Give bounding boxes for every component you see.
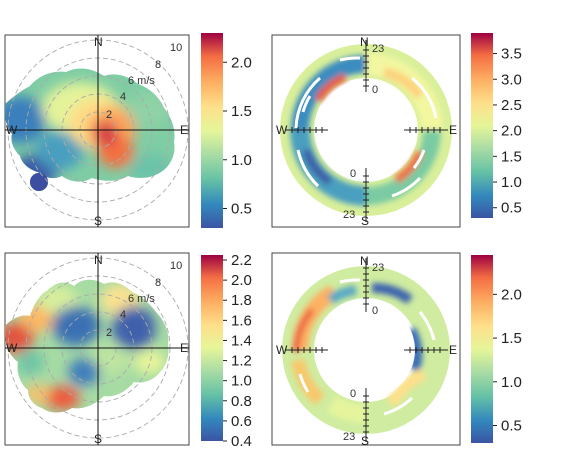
colorbar-tick-label: 1.5 (501, 148, 522, 165)
compass-north: N (94, 35, 103, 49)
hour-label: 23 (343, 209, 355, 221)
colorbar-tick-label: 0.8 (231, 393, 252, 410)
compass-east: E (449, 343, 457, 357)
annulus-gaps (294, 56, 438, 198)
polar-annulus-bottom-right: N E S W 23 0 0 23 (271, 252, 461, 448)
hour-label: 0 (372, 305, 378, 317)
colorbar-tick-label: 1.0 (501, 174, 522, 191)
colorbar-tick-label: 1.8 (231, 292, 252, 309)
hour-label: 0 (372, 84, 378, 96)
polar-annulus-top-right: N E S W 23 0 0 23 (271, 34, 461, 228)
blob-spot (30, 173, 48, 191)
colorbar-tick-label: 1.0 (501, 374, 522, 391)
hour-label: 0 (350, 168, 356, 180)
colorbar-tick-label: 1.2 (231, 353, 252, 370)
hour-label: 23 (372, 262, 384, 274)
colorbar-tick-label: 3.5 (501, 46, 522, 63)
compass-north: N (360, 254, 369, 268)
ring-label: 8 (155, 277, 161, 289)
compass-west: W (276, 123, 288, 137)
compass-north: N (94, 253, 103, 267)
compass-west: W (6, 123, 18, 137)
colorbar-gradient (201, 255, 223, 441)
hour-label: 23 (343, 431, 355, 443)
compass-south: S (361, 434, 369, 448)
ring-label: 6 m/s (128, 293, 155, 305)
colorbar-tick-label: 2.2 (231, 252, 252, 269)
colorbar-gradient (471, 33, 493, 218)
colorbar-2: 0.5 1.0 1.5 2.0 2.5 3.0 3.5 (471, 33, 522, 218)
annulus-gaps (298, 278, 436, 416)
compass-east: E (449, 123, 457, 137)
colorbar-tick-label: 1.5 (501, 330, 522, 347)
hour-label: 0 (350, 388, 356, 400)
colorbar-4: 0.5 1.0 1.5 2.0 (471, 255, 522, 443)
compass-east: E (180, 341, 188, 355)
ring-label: 2 (106, 109, 112, 121)
colorbar-tick-label: 2.5 (501, 97, 522, 114)
polar-plot-top-left: N E S W 2 4 6 m/s 8 10 (4, 34, 190, 228)
axis-ticks (285, 258, 448, 442)
colorbar-tick-label: 3.0 (501, 71, 522, 88)
colorbar-tick-label: 1.6 (231, 312, 252, 329)
ring-label: 8 (155, 59, 161, 71)
compass-south: S (94, 214, 102, 228)
ring-label: 2 (106, 327, 112, 339)
compass-south: S (361, 214, 369, 228)
compass-west: W (6, 341, 18, 355)
colorbar-tick-label: 0.6 (231, 413, 252, 430)
colorbar-tick-label: 0.5 (501, 418, 522, 435)
colorbar-tick-label: 0.4 (231, 433, 252, 450)
colorbar-tick-label: 2.0 (501, 123, 522, 140)
compass-north: N (360, 35, 369, 49)
colorbar-3: 0.4 0.6 0.8 1.0 1.2 1.4 1.6 1.8 2.0 2.2 (201, 252, 252, 450)
axis-ticks (285, 40, 448, 222)
colorbar-tick-label: 1.4 (231, 332, 252, 349)
ring-label: 4 (120, 91, 126, 103)
compass-east: E (180, 123, 188, 137)
colorbar-gradient (201, 33, 223, 228)
colorbar-tick-label: 2.0 (231, 272, 252, 289)
colorbar-tick-label: 2.0 (501, 286, 522, 303)
colorbar-tick-label: 1.0 (231, 373, 252, 390)
polar-plot-bottom-left: N E S W 2 4 6 m/s 8 10 (4, 252, 190, 446)
ring-label: 6 m/s (128, 75, 155, 87)
compass-south: S (94, 432, 102, 446)
hour-label: 23 (372, 43, 384, 55)
colorbars: 0.51.01.52.00.51.01.52.02.53.03.50.40.60… (201, 33, 522, 450)
compass-west: W (276, 343, 288, 357)
colorbar-1: 0.5 1.0 1.5 2.0 (201, 33, 252, 228)
colorbar-tick-label: 1.0 (231, 152, 252, 169)
colorbar-tick-label: 2.0 (231, 54, 252, 71)
colorbar-gradient (471, 255, 493, 443)
colorbar-tick-label: 0.5 (231, 201, 252, 218)
colorbar-tick-label: 1.5 (231, 103, 252, 120)
ring-label: 10 (170, 42, 182, 54)
colorbar-tick-label: 0.5 (501, 200, 522, 217)
ring-label: 4 (120, 309, 126, 321)
ring-label: 10 (170, 260, 182, 272)
